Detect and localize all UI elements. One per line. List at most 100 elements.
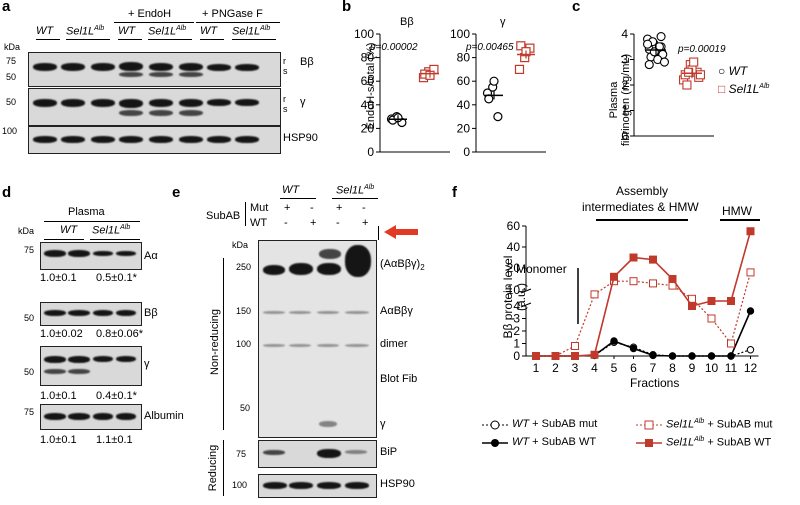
data-point	[707, 314, 716, 323]
c-pvalue: p=0.00019	[678, 44, 726, 55]
data-point	[644, 60, 654, 70]
mw-marker: 250	[236, 262, 252, 272]
mw-marker: 100	[236, 339, 252, 349]
y-tick-label: 40	[507, 240, 521, 254]
f-assembly-2: intermediates & HMW	[582, 200, 699, 214]
sign: -	[310, 202, 314, 214]
data-point	[746, 268, 755, 277]
d-quant: 1.0±0.1	[40, 434, 77, 446]
panel-label-b: b	[342, 0, 352, 15]
group-label: Sel1LAlb	[148, 25, 187, 38]
reducing-label: Reducing	[207, 444, 219, 492]
mw-marker: 50	[6, 72, 17, 82]
y-tick-label: 40	[457, 98, 471, 112]
panel-label-d: d	[2, 184, 12, 201]
mw-marker: 100	[232, 480, 248, 490]
blot-nonreducing	[258, 240, 377, 438]
data-point	[668, 352, 677, 360]
data-point	[629, 344, 638, 353]
kda-label: kDa	[4, 42, 21, 52]
endoh-label: + EndoH	[128, 8, 172, 20]
y-tick-label: 4	[513, 299, 520, 313]
mw-marker: 50	[24, 367, 35, 377]
blot-albumin	[40, 404, 142, 430]
d-title: Plasma	[68, 206, 105, 218]
wt-label: WT	[250, 217, 268, 229]
d-row-label: Aα	[144, 250, 158, 262]
data-point	[590, 290, 599, 299]
y-tick-label: 40	[361, 98, 375, 112]
d-quant: 0.8±0.06*	[96, 328, 144, 340]
panel-c-chart: 0 1 2 3 4	[621, 27, 714, 143]
bip-label: BiP	[380, 446, 398, 458]
kda-label: kDa	[18, 226, 35, 236]
band-r: r	[283, 56, 286, 66]
y-tick-label: 60	[507, 219, 521, 233]
mut-label: Mut	[250, 202, 269, 214]
data-point	[493, 111, 503, 122]
panel-label-e: e	[172, 184, 181, 201]
y-tick-label: 0	[463, 145, 470, 159]
legend-swatch	[482, 439, 508, 447]
pngase-label: + PNGase F	[202, 8, 263, 20]
y-tick-label: 60	[361, 74, 375, 88]
data-point	[668, 275, 677, 283]
y-tick-label: 4	[621, 27, 628, 41]
y-tick-label: 10	[507, 283, 521, 297]
y-tick-label: 0	[513, 349, 520, 363]
legend-item: Sel1LAlb + SubAB mut	[666, 418, 773, 431]
sign: -	[336, 217, 340, 229]
legend-item: WT + SubAB mut	[512, 418, 598, 430]
sign: +	[284, 202, 291, 214]
legend-swatch	[482, 420, 508, 430]
d-row-label: Bβ	[144, 307, 158, 319]
y-tick-label: 100	[354, 27, 374, 41]
legend-item: Sel1LAlb + SubAB WT	[666, 436, 772, 449]
data-point	[746, 227, 755, 236]
band-s: s	[283, 104, 288, 114]
sign: +	[362, 217, 369, 229]
legend-swatch	[636, 439, 662, 447]
d-quant: 0.4±0.1*	[96, 390, 137, 402]
group-label: Sel1LAlb	[232, 25, 271, 38]
dimer-label: dimer	[380, 338, 408, 350]
sign: -	[362, 202, 366, 214]
mw-marker: 50	[240, 403, 251, 413]
y-tick-label: 20	[361, 121, 375, 135]
sign: +	[336, 202, 343, 214]
data-point	[532, 352, 540, 360]
y-tick-label: 0	[621, 129, 628, 143]
data-point	[610, 272, 618, 281]
data-point	[571, 342, 579, 350]
data-point	[707, 297, 716, 305]
y-tick-label: 1	[621, 104, 628, 118]
blot-hsp90	[28, 126, 281, 154]
y-tick-label: 80	[457, 51, 471, 65]
band-s: s	[283, 66, 288, 76]
data-point	[571, 352, 579, 360]
hexamer-label: (AαBβγ)2	[380, 258, 425, 273]
data-point	[688, 302, 696, 310]
data-point	[649, 255, 657, 264]
data-point	[649, 47, 659, 57]
data-point	[590, 350, 599, 359]
series-line	[536, 231, 752, 357]
data-point	[727, 297, 735, 305]
d-quant: 1.1±0.1	[96, 434, 133, 446]
mw-marker: 75	[236, 449, 247, 459]
b-title-2: γ	[500, 16, 506, 28]
y-tick-label: 60	[457, 74, 471, 88]
x-tick-label: 11	[725, 361, 738, 375]
data-point	[514, 64, 525, 75]
data-point	[727, 339, 735, 348]
c-legend-sel: □ Sel1LAlb	[718, 82, 770, 96]
y-tick-label: 2	[513, 324, 520, 338]
x-tick-label: 8	[669, 361, 676, 375]
f-xlabel: Fractions	[630, 376, 680, 390]
mw-marker: 50	[6, 97, 17, 107]
data-point	[689, 57, 699, 67]
blot-bbeta-plasma	[40, 302, 142, 326]
gamma-label: γ	[300, 96, 306, 108]
x-tick-label: 4	[591, 361, 598, 375]
group-label: WT	[282, 184, 300, 196]
